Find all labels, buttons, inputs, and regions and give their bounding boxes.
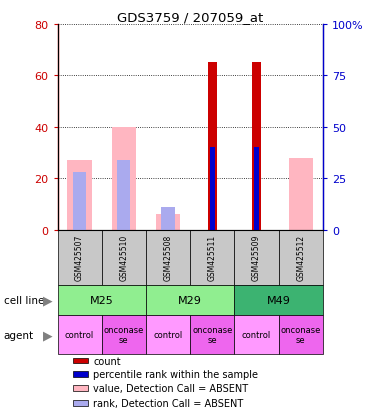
Bar [146,230,190,285]
Bar [58,230,102,285]
Bar [102,316,146,354]
Bar [234,230,279,285]
Text: GSM425508: GSM425508 [164,234,173,280]
Text: rank, Detection Call = ABSENT: rank, Detection Call = ABSENT [93,398,244,408]
Text: ▶: ▶ [43,294,52,307]
Text: ▶: ▶ [43,328,52,341]
Bar [279,316,323,354]
Bar [58,285,146,316]
Text: onconase
se: onconase se [104,325,144,344]
Bar [112,127,136,230]
Title: GDS3759 / 207059_at: GDS3759 / 207059_at [117,11,263,24]
Bar [146,316,190,354]
Text: GSM425511: GSM425511 [208,235,217,280]
Text: GSM425507: GSM425507 [75,234,84,280]
Bar [279,230,323,285]
Bar [73,372,88,377]
Text: GSM425510: GSM425510 [119,234,128,280]
Text: agent: agent [4,330,34,340]
Bar [161,207,175,230]
Text: control: control [242,330,271,339]
Bar [190,230,234,285]
Bar [252,63,261,230]
Bar [58,316,102,354]
Bar [73,358,88,363]
Text: onconase
se: onconase se [280,325,321,344]
Text: percentile rank within the sample: percentile rank within the sample [93,369,258,380]
Bar [146,285,234,316]
Bar [234,316,279,354]
Text: M49: M49 [267,295,290,305]
Text: onconase
se: onconase se [192,325,232,344]
Text: count: count [93,356,121,366]
Bar [156,215,180,230]
Bar [210,148,215,230]
Bar [254,148,259,230]
Bar [117,160,131,230]
Bar [208,63,217,230]
Bar [289,158,313,230]
Text: GSM425512: GSM425512 [296,235,305,280]
Bar [234,285,323,316]
Bar [73,173,86,230]
Bar [102,230,146,285]
Bar [68,161,92,230]
Text: M29: M29 [178,295,202,305]
Text: control: control [65,330,94,339]
Text: cell line: cell line [4,295,44,305]
Text: GSM425509: GSM425509 [252,234,261,280]
Bar [73,400,88,406]
Text: value, Detection Call = ABSENT: value, Detection Call = ABSENT [93,383,249,393]
Text: M25: M25 [90,295,114,305]
Bar [190,316,234,354]
Text: control: control [153,330,183,339]
Bar [73,385,88,391]
